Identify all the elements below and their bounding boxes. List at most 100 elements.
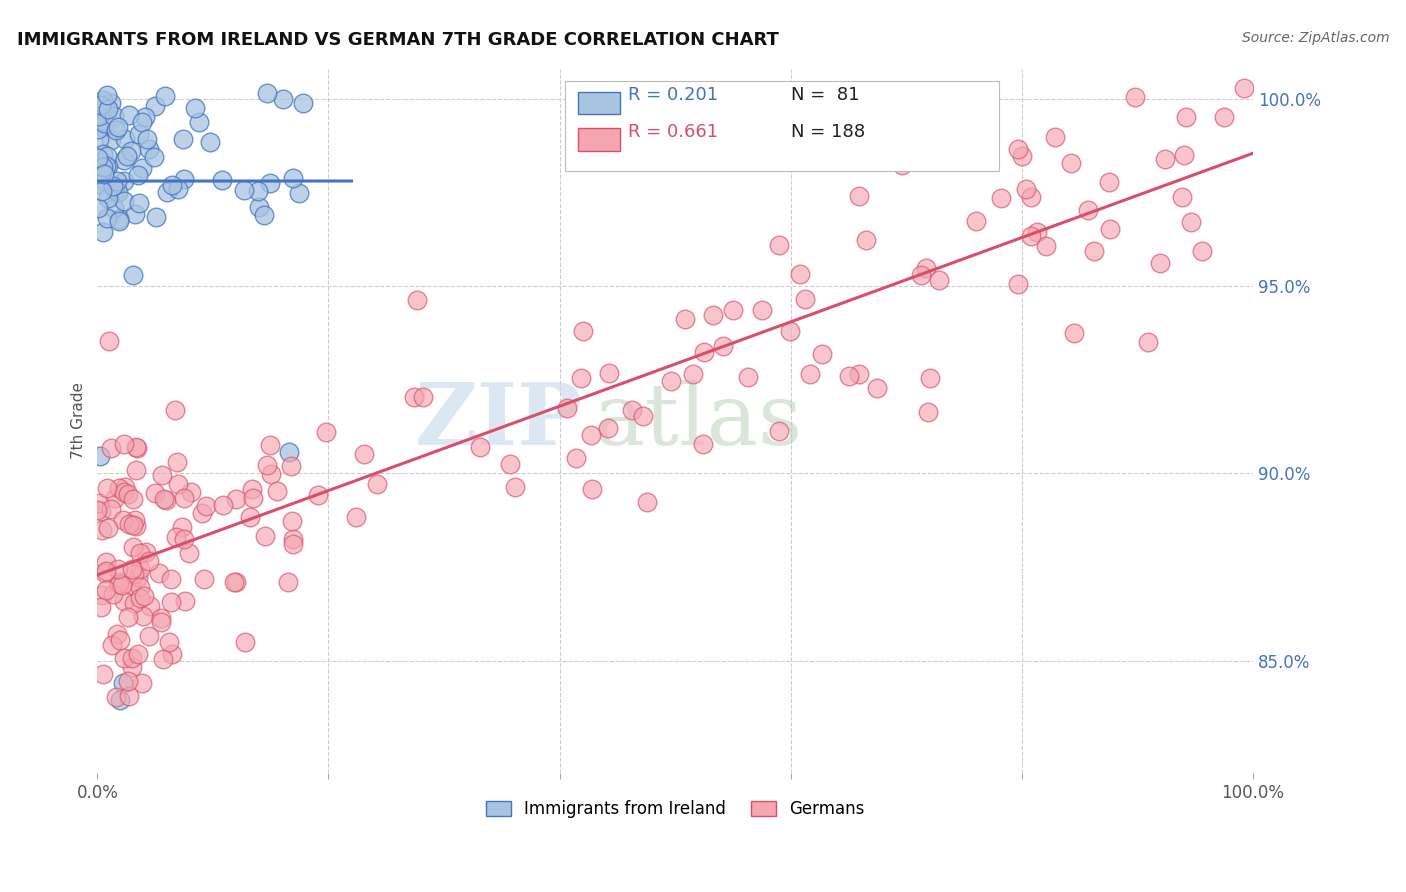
Point [193,572,215,586]
Point [89,600,111,615]
Point [90,523,112,537]
Point [225,574,247,589]
Point [191,506,214,520]
Point [103,109,125,123]
Point [96,87,118,102]
Point [91,172,114,186]
Point [87,496,110,510]
Point [636,494,658,508]
Point [138,554,160,568]
Point [165,403,187,417]
Point [866,381,889,395]
Point [152,652,174,666]
Point [122,268,145,283]
Legend: Immigrants from Ireland, Germans: Immigrants from Ireland, Germans [479,794,872,825]
Point [128,127,150,141]
Point [572,325,595,339]
Point [105,627,128,641]
FancyBboxPatch shape [565,80,998,170]
Point [87,151,110,165]
Point [89,109,111,123]
Point [838,369,860,384]
Point [129,545,152,559]
Point [1171,190,1194,204]
Point [990,191,1012,205]
Point [166,477,188,491]
Point [1035,239,1057,253]
Point [659,374,682,388]
Point [100,96,122,111]
Point [97,521,120,535]
Point [111,578,134,592]
Point [711,339,734,353]
Point [187,115,209,129]
Point [891,158,914,172]
Point [581,482,603,496]
Point [598,366,620,380]
Point [127,441,149,455]
Point [127,647,149,661]
Point [247,200,270,214]
Point [1063,326,1085,341]
Point [101,178,124,193]
Text: Source: ZipAtlas.com: Source: ZipAtlas.com [1241,31,1389,45]
FancyBboxPatch shape [578,128,620,151]
Point [1099,222,1122,236]
Point [470,440,492,454]
Point [173,533,195,547]
Point [117,487,139,501]
Point [91,666,114,681]
Point [1019,190,1042,204]
Point [131,161,153,176]
Text: N =  81: N = 81 [790,87,859,104]
Point [253,529,276,543]
Point [344,509,367,524]
Point [150,611,173,625]
Point [94,555,117,569]
FancyBboxPatch shape [578,92,620,114]
Point [115,149,138,163]
Point [565,451,588,466]
Point [100,133,122,147]
Point [200,135,222,149]
Point [928,273,950,287]
Point [179,546,201,560]
Point [112,153,135,168]
Point [1077,202,1099,217]
Point [768,424,790,438]
Point [108,633,131,648]
Point [91,93,114,107]
Point [855,233,877,247]
Point [125,463,148,477]
Point [112,174,135,188]
Point [145,486,167,500]
Point [280,459,302,474]
Point [277,574,299,589]
Text: R = 0.661: R = 0.661 [627,123,718,141]
Point [737,370,759,384]
Point [965,214,987,228]
Point [307,488,329,502]
Point [315,425,337,440]
Point [93,114,115,128]
Point [1149,255,1171,269]
Point [972,150,994,164]
Point [170,519,193,533]
Point [89,449,111,463]
Point [172,132,194,146]
Point [96,148,118,162]
Point [692,344,714,359]
Point [1011,149,1033,163]
Point [224,574,246,589]
Point [1233,80,1256,95]
Point [180,485,202,500]
Point [915,260,938,275]
Point [87,131,110,145]
Point [91,588,114,602]
Point [94,566,117,580]
Point [160,648,183,662]
Point [125,440,148,454]
Point [118,689,141,703]
Point [120,145,142,159]
Point [112,650,135,665]
